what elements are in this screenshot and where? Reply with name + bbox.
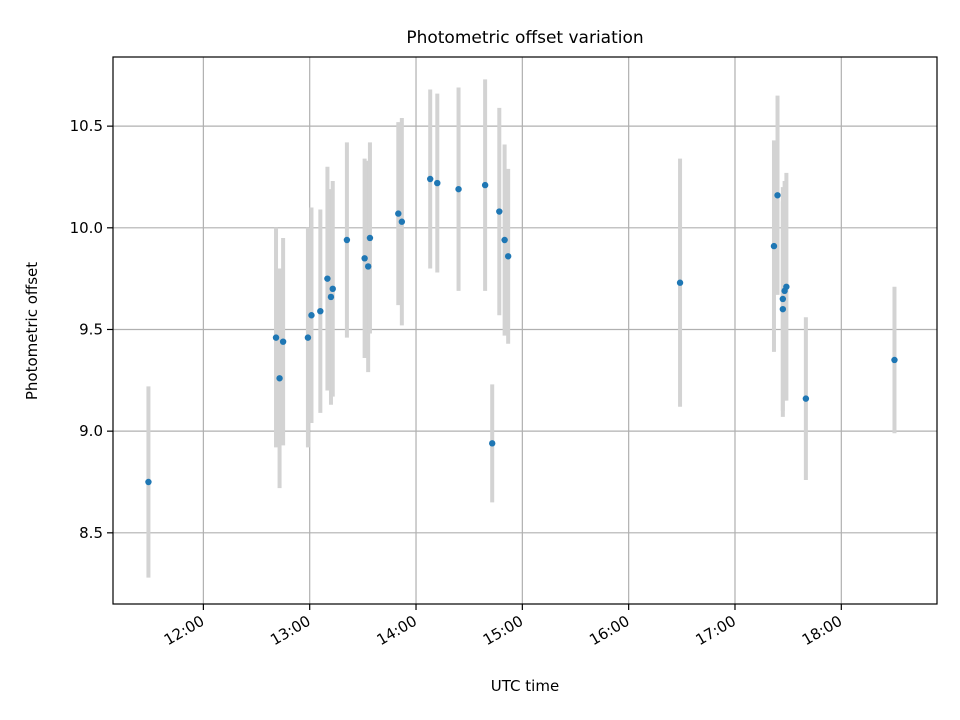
data-point [317,307,324,315]
data-point [489,440,496,447]
y-axis: 8.5 9.0 9.5 10.0 10.5 [70,117,113,542]
data-point [455,185,462,193]
y-tick-label: 9.0 [79,422,103,440]
data-point [496,208,503,215]
data-point [676,279,684,286]
y-tick-label: 8.5 [79,524,103,542]
data-point [426,175,434,183]
data-point [304,334,312,341]
data-point [504,253,512,260]
data-point [779,305,787,313]
data-point [783,283,790,290]
data-point [481,181,489,189]
data-point [891,356,898,364]
chart-title: Photometric offset variation [406,28,643,48]
y-tick-label: 10.0 [70,219,103,237]
data-point [774,192,781,199]
data-point [272,334,280,341]
data-point [395,210,402,217]
plot-frame [112,56,938,605]
data-point [329,285,336,293]
data-point [327,293,335,301]
grid [113,57,937,604]
y-axis-label: Photometric offset [23,262,41,400]
data-point [279,338,287,345]
data-point [145,478,152,486]
data-point [770,242,778,250]
data-point [802,395,810,402]
data-point [501,236,508,244]
x-axis-label: UTC time [491,677,559,695]
data-point [324,275,331,282]
data-points [145,175,898,486]
data-point [343,236,351,244]
data-point [779,295,787,303]
data-point [434,179,441,187]
data-point [364,263,372,270]
data-point [276,375,283,382]
data-point [366,234,374,242]
data-point [398,218,406,225]
data-point [361,255,368,262]
data-point [308,312,315,319]
y-tick-label: 10.5 [70,117,103,135]
y-tick-label: 9.5 [79,320,103,338]
